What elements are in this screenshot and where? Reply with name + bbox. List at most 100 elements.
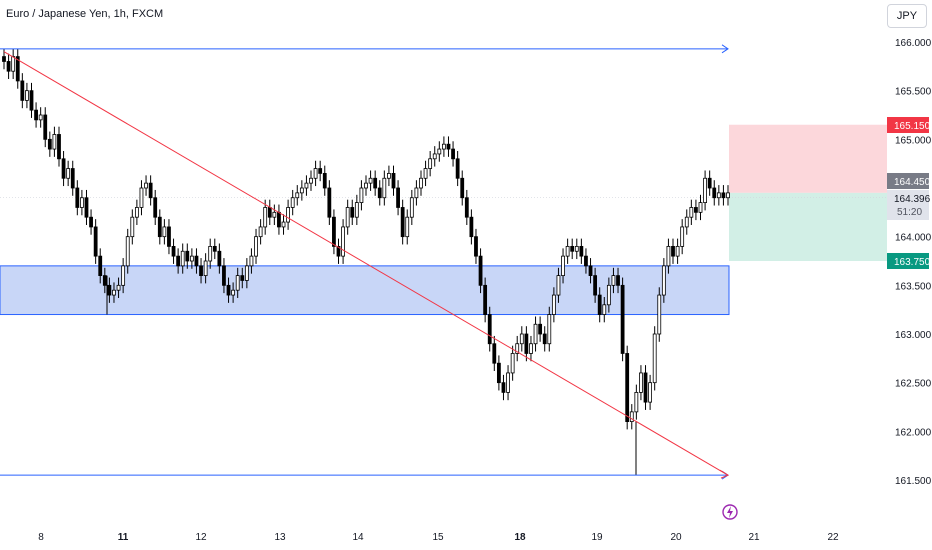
candle [561,248,565,284]
candle [446,136,451,157]
candle [579,238,584,264]
time-tick-label: 18 [514,532,526,543]
candle [222,258,226,294]
candle [309,170,313,191]
candle [657,287,662,342]
candle [652,326,657,391]
candle [6,53,11,79]
candle [290,189,295,216]
time-tick-label: 14 [352,532,364,543]
candle [258,219,263,245]
price-tick-label: 161.500 [895,476,932,487]
candle [510,345,515,381]
candle [267,199,272,225]
candle [249,248,254,274]
candle [680,219,685,255]
candle [240,267,245,289]
candle [373,170,378,196]
candle [350,199,355,225]
candle [327,180,332,225]
candle [593,267,598,303]
candle [52,126,57,157]
candle [20,73,25,109]
candle [286,199,291,230]
candle [189,248,194,269]
candle [176,248,181,274]
candle [299,180,304,201]
candle [277,204,281,235]
candle [107,277,112,303]
candle [318,160,323,182]
take-profit-zone[interactable] [729,192,887,261]
currency-button[interactable]: JPY [887,4,927,28]
candle [684,209,689,235]
candle [396,180,400,216]
candle [313,160,318,187]
time-tick-label: 11 [118,532,129,543]
candle [556,267,561,303]
descending-trendline[interactable] [3,51,729,476]
candle [272,204,277,225]
candle [332,209,336,255]
candle [469,209,474,245]
candle [588,258,593,284]
candle [496,355,501,391]
candle [437,141,442,162]
time-tick-label: 15 [432,532,444,543]
candle [93,219,98,264]
candle [414,180,419,206]
candle [79,189,84,216]
stop-loss-price-label: 165.150 [887,117,931,133]
candle [134,199,139,225]
stop-loss-zone[interactable] [729,124,887,193]
ray-arrow-icon [721,44,729,54]
price-tick-label: 162.000 [895,427,932,438]
candle [364,175,368,196]
candle [38,107,43,128]
candle [675,238,680,264]
candle [203,253,208,284]
candle [162,219,167,245]
candle [47,131,52,157]
candle [139,180,144,216]
svg-text:51:20: 51:20 [897,207,922,218]
lightning-icon[interactable] [722,504,738,520]
candle [423,160,428,187]
candle [171,238,176,264]
candle [671,238,675,264]
candle [89,209,93,235]
candle [226,277,231,303]
candle [11,48,16,79]
candle [368,170,373,191]
candle [112,282,116,303]
time-tick-label: 20 [670,532,682,543]
candle [474,228,478,264]
candle [483,277,488,323]
candle [726,185,730,206]
candle [451,141,455,167]
candle [84,189,89,225]
candle [66,160,71,187]
take-profit-price-label: 163.750 [887,253,931,269]
candle [391,165,396,196]
candle [61,151,66,187]
candle [341,219,345,264]
time-tick-label: 21 [748,532,760,543]
candle [611,267,616,294]
candle [492,335,497,371]
candle [354,194,359,225]
candle [125,228,130,274]
time-axis[interactable]: 8 11 12 13 14 15 18 19 20 21 22 [38,532,839,543]
candle [167,219,171,255]
candle [455,151,460,187]
candle [359,180,364,211]
candle [606,277,611,313]
candle [639,365,643,401]
price-tick-label: 162.500 [895,379,932,390]
price-axis[interactable]: 166.000 165.500 165.000 164.000 163.500 163.0… [895,38,932,487]
candle [584,248,588,274]
time-tick-label: 13 [274,532,286,543]
candle [43,107,48,148]
candle [478,248,483,294]
